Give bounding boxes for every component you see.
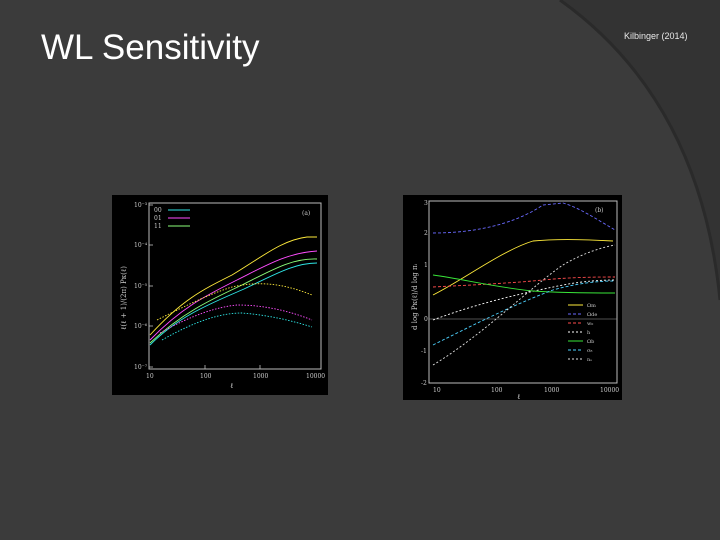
left-legend-label: 01 bbox=[154, 215, 162, 222]
left-panel-label: (a) bbox=[302, 210, 310, 217]
left-y-tick-label: 10⁻⁶ bbox=[134, 323, 148, 330]
right-x-tick-label: 10000 bbox=[600, 387, 619, 394]
right-y-tick-label: 0 bbox=[424, 316, 428, 323]
right-y-tick-label: 1 bbox=[424, 262, 428, 269]
right-curve bbox=[432, 280, 616, 346]
right-legend-label: Ωde bbox=[587, 312, 597, 318]
right-y-axis-label: d log Pκ(ℓ)/d log πᵢ bbox=[411, 263, 419, 330]
left-legend-label: 11 bbox=[154, 223, 162, 230]
right-curve bbox=[432, 244, 616, 366]
left-y-tick-label: 10⁻⁴ bbox=[134, 242, 148, 249]
right-curve bbox=[432, 202, 616, 234]
right-x-tick-label: 10 bbox=[433, 387, 441, 394]
right-legend-label: Ωm bbox=[587, 303, 596, 309]
right-plot-svg: 3 2 1 0 -1 -2 10 100 1000 10000 ℓ d log … bbox=[411, 200, 619, 400]
left-x-tick-label: 1000 bbox=[253, 373, 268, 380]
left-y-tick-label: 10⁻³ bbox=[134, 202, 148, 209]
right-curve bbox=[432, 274, 616, 294]
left-curves bbox=[149, 236, 318, 346]
figure-left-power-spectrum: 10⁻³ 10⁻⁴ 10⁻⁵ 10⁻⁶ 10⁻⁷ 10 100 1000 100… bbox=[112, 195, 328, 395]
left-curve bbox=[159, 304, 313, 334]
left-legend-label: 00 bbox=[154, 207, 162, 214]
left-curve bbox=[156, 283, 313, 321]
left-x-tick-label: 100 bbox=[200, 373, 212, 380]
left-curve bbox=[161, 312, 313, 341]
right-legend-label: w₀ bbox=[587, 321, 593, 327]
right-curve bbox=[432, 239, 614, 296]
left-curve bbox=[149, 250, 318, 341]
left-x-tick-label: 10 bbox=[146, 373, 154, 380]
left-legend: 00 01 11 bbox=[154, 207, 190, 230]
right-y-tick-label: -1 bbox=[421, 348, 427, 355]
right-curves bbox=[432, 202, 616, 366]
right-legend-label: nₛ bbox=[587, 357, 592, 363]
right-x-axis-label: ℓ bbox=[517, 393, 520, 400]
right-panel-label: (b) bbox=[595, 207, 604, 214]
right-y-tick-label: 2 bbox=[424, 230, 428, 237]
left-y-tick-marks bbox=[149, 204, 261, 369]
right-curve bbox=[432, 276, 616, 288]
left-y-axis-label: ℓ(ℓ + 1)/(2π) Pκ(ℓ) bbox=[120, 266, 128, 330]
right-x-tick-label: 100 bbox=[491, 387, 503, 394]
right-y-tick-label: 3 bbox=[424, 200, 428, 207]
left-curve bbox=[149, 262, 318, 346]
right-legend: Ωm Ωde w₀ h Ωb σ₈ nₛ bbox=[568, 303, 597, 363]
slide-credit: Kilbinger (2014) bbox=[624, 31, 688, 41]
left-x-axis-label: ℓ bbox=[230, 382, 233, 390]
left-y-tick-label: 10⁻⁵ bbox=[134, 283, 148, 290]
right-x-tick-label: 1000 bbox=[544, 387, 559, 394]
left-plot-svg: 10⁻³ 10⁻⁴ 10⁻⁵ 10⁻⁶ 10⁻⁷ 10 100 1000 100… bbox=[120, 202, 325, 390]
right-legend-label: Ωb bbox=[587, 339, 594, 345]
left-curve bbox=[149, 258, 318, 344]
left-y-tick-label: 10⁻⁷ bbox=[134, 364, 148, 371]
right-y-tick-label: -2 bbox=[421, 380, 427, 387]
right-plot-frame bbox=[428, 200, 618, 384]
left-x-tick-label: 10000 bbox=[306, 373, 325, 380]
figure-right-derivatives: 3 2 1 0 -1 -2 10 100 1000 10000 ℓ d log … bbox=[403, 195, 622, 400]
slide-title: WL Sensitivity bbox=[41, 28, 260, 67]
right-legend-label: h bbox=[587, 330, 591, 336]
right-legend-label: σ₈ bbox=[587, 348, 592, 354]
left-curve bbox=[149, 236, 317, 336]
